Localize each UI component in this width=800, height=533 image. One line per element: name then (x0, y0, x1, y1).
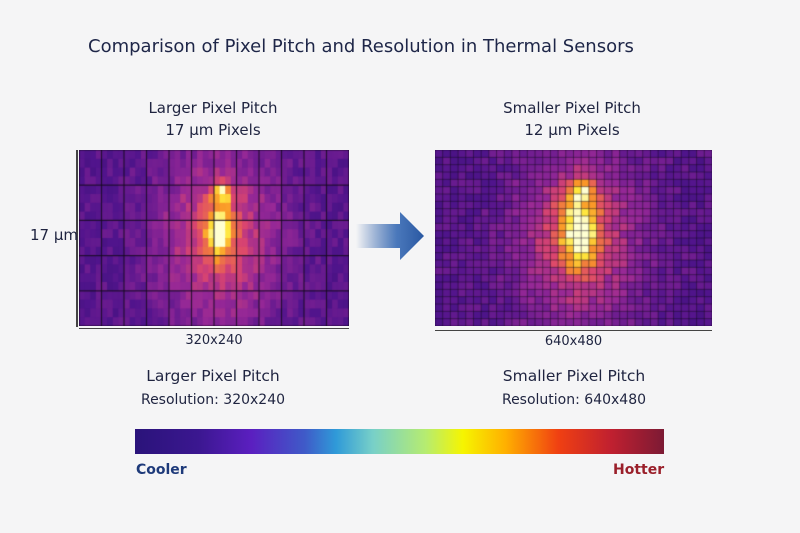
right-subheading: 12 µm Pixels (524, 121, 620, 139)
left-horizontal-axis (79, 328, 349, 330)
left-side-label: 17 µm (30, 226, 79, 244)
right-horizontal-axis (435, 330, 712, 332)
left-vertical-axis (76, 150, 78, 327)
thermal-image-low-res (79, 150, 349, 326)
right-caption-title: Smaller Pixel Pitch (502, 367, 646, 385)
left-subheading: 17 µm Pixels (165, 121, 261, 139)
right-arrow-icon (356, 212, 424, 260)
hotter-label: Hotter (613, 462, 665, 478)
color-scale-bar (135, 429, 664, 454)
left-heading: Larger Pixel Pitch (148, 99, 278, 117)
right-caption-resolution: Resolution: 640x480 (501, 392, 647, 408)
right-heading: Smaller Pixel Pitch (503, 99, 641, 117)
cooler-label: Cooler (136, 462, 187, 478)
left-caption-resolution: Resolution: 320x240 (140, 392, 286, 408)
page-title: Comparison of Pixel Pitch and Resolution… (88, 36, 634, 57)
left-bottom-label: 320x240 (185, 333, 243, 348)
right-bottom-label: 640x480 (544, 334, 603, 349)
left-caption-title: Larger Pixel Pitch (146, 367, 280, 385)
thermal-image-high-res (435, 150, 712, 326)
